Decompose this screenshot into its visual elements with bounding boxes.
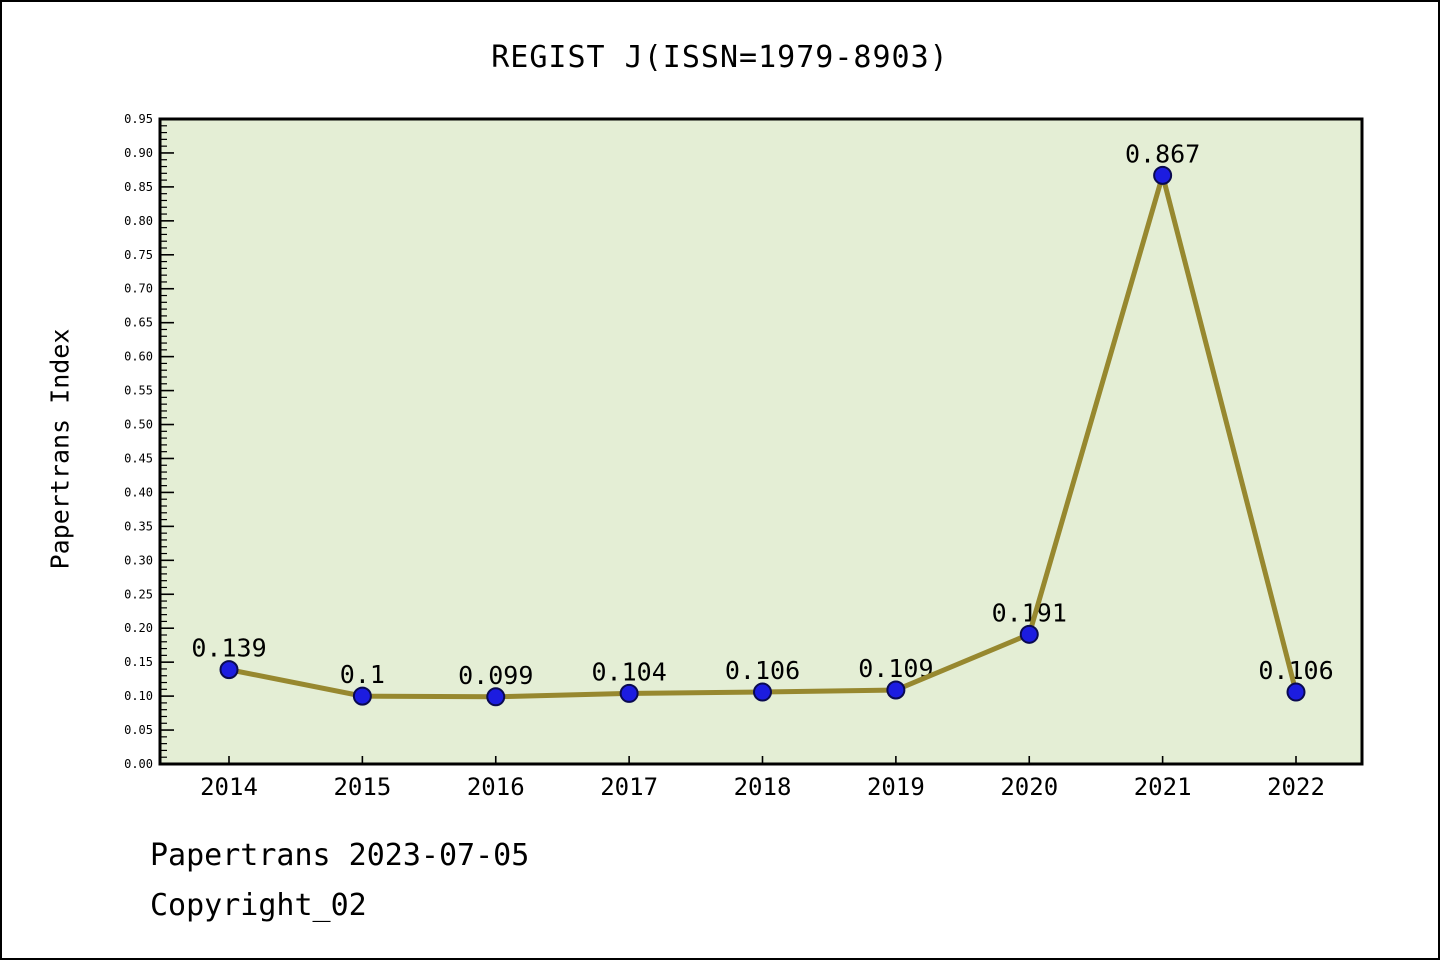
plot-frame (158, 117, 1364, 766)
chart-title: REGIST J(ISSN=1979-8903) (491, 40, 949, 75)
y-axis-tick-label: 0.70 (124, 282, 153, 296)
y-axis-tick-label: 0.80 (124, 214, 153, 228)
data-point (753, 682, 772, 702)
x-axis-tick-label: 2019 (867, 773, 925, 801)
y-axis-tick-label: 0.10 (124, 689, 153, 703)
x-axis-tick-label: 2014 (200, 773, 258, 801)
y-axis-tick-label: 0.50 (124, 418, 153, 432)
y-axis-tick-label: 0.85 (124, 180, 153, 194)
data-point-label: 0.106 (725, 656, 800, 685)
x-axis-tick-label: 2015 (333, 773, 391, 801)
x-axis-tick-label: 2020 (1000, 773, 1058, 801)
y-axis-tick-label: 0.60 (124, 350, 153, 364)
data-point (219, 660, 239, 680)
y-axis-tick-label: 0.55 (124, 384, 153, 398)
data-point-label: 0.139 (191, 634, 266, 663)
data-point-label: 0.191 (992, 598, 1067, 627)
y-axis-tick-label: 0.45 (124, 451, 153, 465)
y-axis-tick-label: 0.30 (124, 553, 153, 567)
x-axis-tick-label: 2017 (600, 773, 658, 801)
data-point-label: 0.1 (340, 660, 385, 689)
footer-source-date: Papertrans 2023-07-05 (150, 838, 530, 873)
data-point (1286, 682, 1306, 702)
data-point (886, 680, 906, 700)
x-axis-tick-label: 2021 (1134, 773, 1192, 801)
x-axis-tick-label: 2022 (1267, 773, 1325, 801)
y-axis-tick-label: 0.20 (124, 621, 153, 635)
data-point-label: 0.099 (458, 661, 533, 690)
y-axis-tick-label: 0.05 (124, 723, 153, 737)
y-axis-tick-label: 0.25 (124, 587, 153, 601)
x-axis-tick-label: 2018 (734, 773, 792, 801)
y-axis-tick-label: 0.75 (124, 248, 153, 262)
data-point (352, 686, 372, 706)
data-point-label: 0.106 (1258, 656, 1333, 685)
footer-copyright: Copyright_02 (150, 888, 367, 923)
y-axis-tick-label: 0.35 (124, 519, 153, 533)
plot-background (160, 119, 1362, 764)
data-point-label: 0.104 (591, 657, 666, 686)
data-point (1153, 165, 1173, 185)
y-axis-tick-label: 0.90 (124, 146, 153, 160)
data-point (619, 683, 639, 703)
y-axis-tick-label: 0.00 (124, 757, 153, 771)
data-point-label: 0.867 (1125, 139, 1200, 168)
y-axis-tick-label: 0.95 (124, 112, 153, 126)
y-axis-tick-label: 0.15 (124, 655, 153, 669)
y-axis-tick-label: 0.40 (124, 485, 153, 499)
data-point (1019, 624, 1039, 644)
y-axis-tick-label: 0.65 (124, 316, 153, 330)
x-axis-tick-label: 2016 (467, 773, 525, 801)
data-point (486, 687, 506, 707)
